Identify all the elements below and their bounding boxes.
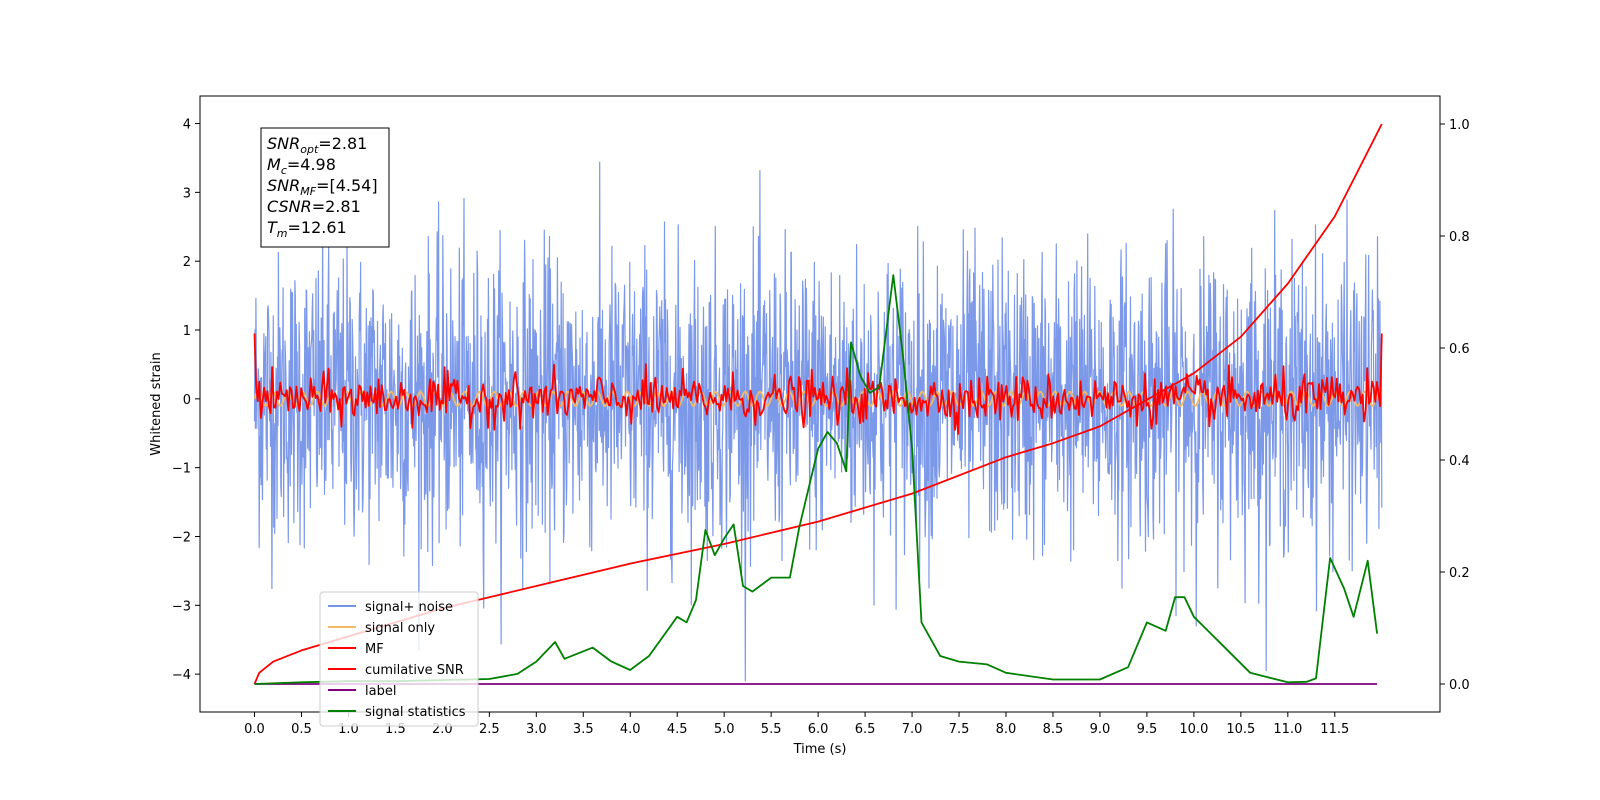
annotation-frame — [260, 127, 390, 248]
x-tick-label: 5.5 — [761, 722, 782, 737]
annotation-symbol: SNR — [267, 134, 300, 153]
x-tick-label: 8.0 — [996, 722, 1017, 737]
y2-tick-label: 0.0 — [1449, 678, 1470, 693]
y2-tick-label: 0.2 — [1449, 566, 1470, 581]
y-tick-label: 2 — [183, 255, 191, 270]
annotation-subscript: MF — [300, 185, 316, 198]
x-tick-label: 4.5 — [667, 722, 688, 737]
legend: signal+ noise signal only MF cumilative SNR… — [319, 591, 479, 727]
y-axis-label: Whitened strain — [149, 352, 164, 455]
x-tick-label: 3.5 — [573, 722, 594, 737]
annotation-line: Tm=12.61 — [267, 218, 347, 240]
annotation-line: Mc=4.98 — [267, 155, 336, 177]
annotation-value: =4.98 — [287, 155, 336, 174]
y-tick-label: −4 — [172, 668, 191, 683]
annotation-symbol: T — [267, 218, 278, 237]
annotation-value: =2.81 — [318, 134, 367, 153]
legend-entry: signal statistics — [365, 705, 466, 720]
y2-tick-label: 0.4 — [1449, 454, 1470, 469]
series-line-cumilative-snr — [253, 123, 1383, 685]
series-line-signal-statistics — [254, 274, 1378, 685]
legend-entry: signal+ noise — [365, 600, 453, 615]
y-tick-label: −2 — [172, 530, 191, 545]
y-tick-label: 0 — [183, 393, 191, 408]
x-axis-ticks: 0.0 0.5 1.0 1.5 2.0 2.5 3.0 3.5 4.0 4.5 5.0 5.5 6.0 6… — [244, 712, 1349, 737]
x-tick-label: 6.0 — [808, 722, 829, 737]
x-tick-label: 6.5 — [855, 722, 876, 737]
annotation-subscript: c — [281, 164, 287, 177]
y2-tick-label: 0.8 — [1449, 230, 1470, 245]
legend-entry: cumilative SNR — [365, 663, 464, 678]
y2-axis-ticks: 1.0 0.8 0.6 0.4 0.2 0.0 — [1440, 118, 1470, 693]
x-tick-label: 10.0 — [1179, 722, 1208, 737]
y-tick-label: 4 — [183, 118, 191, 133]
x-tick-label: 11.5 — [1320, 722, 1349, 737]
annotation-value: =[4.54] — [316, 176, 378, 195]
x-tick-label: 0.5 — [291, 722, 312, 737]
series-line-mf — [253, 333, 1383, 435]
x-tick-label: 9.0 — [1090, 722, 1111, 737]
legend-entry: MF — [365, 642, 384, 657]
plot-area-frame — [199, 95, 1441, 713]
y-tick-label: −3 — [172, 599, 191, 614]
y-axis-ticks: 4 3 2 1 0 −1 −2 −3 −4 — [172, 118, 200, 683]
y2-tick-label: 1.0 — [1449, 118, 1470, 133]
annotation-line: CSNR=2.81 — [267, 197, 361, 216]
y-tick-label: −1 — [172, 462, 191, 477]
x-tick-label: 8.5 — [1043, 722, 1064, 737]
y-tick-label: 1 — [183, 324, 191, 339]
x-tick-label: 5.0 — [714, 722, 735, 737]
annotation-symbol: SNR — [267, 176, 300, 195]
legend-frame — [319, 591, 479, 727]
x-tick-label: 0.0 — [244, 722, 265, 737]
x-tick-label: 10.5 — [1226, 722, 1255, 737]
annotation-symbol: M — [267, 155, 281, 174]
legend-entry: signal only — [365, 621, 435, 636]
annotation-subscript: m — [277, 227, 288, 240]
y-tick-label: 3 — [183, 186, 191, 201]
annotation-value: =2.81 — [312, 197, 361, 216]
annotation-line: SNRopt=2.81 — [267, 134, 367, 156]
legend-entry: label — [365, 684, 396, 699]
y2-tick-label: 0.6 — [1449, 342, 1470, 357]
annotation-value: =12.61 — [288, 218, 347, 237]
x-tick-label: 7.0 — [902, 722, 923, 737]
annotation-symbol: CSNR — [267, 197, 312, 216]
x-tick-label: 7.5 — [949, 722, 970, 737]
annotation-box: SNRopt=2.81Mc=4.98SNRMF=[4.54]CSNR=2.81T… — [260, 127, 390, 248]
x-axis-label: Time (s) — [793, 742, 847, 757]
x-tick-label: 2.5 — [479, 722, 500, 737]
x-tick-label: 3.0 — [526, 722, 547, 737]
annotation-line: SNRMF=[4.54] — [267, 176, 378, 198]
x-tick-label: 11.0 — [1273, 722, 1302, 737]
series-line-signal-only — [253, 390, 1383, 407]
x-tick-label: 4.0 — [620, 722, 641, 737]
x-tick-label: 9.5 — [1137, 722, 1158, 737]
annotation-subscript: opt — [300, 143, 319, 156]
